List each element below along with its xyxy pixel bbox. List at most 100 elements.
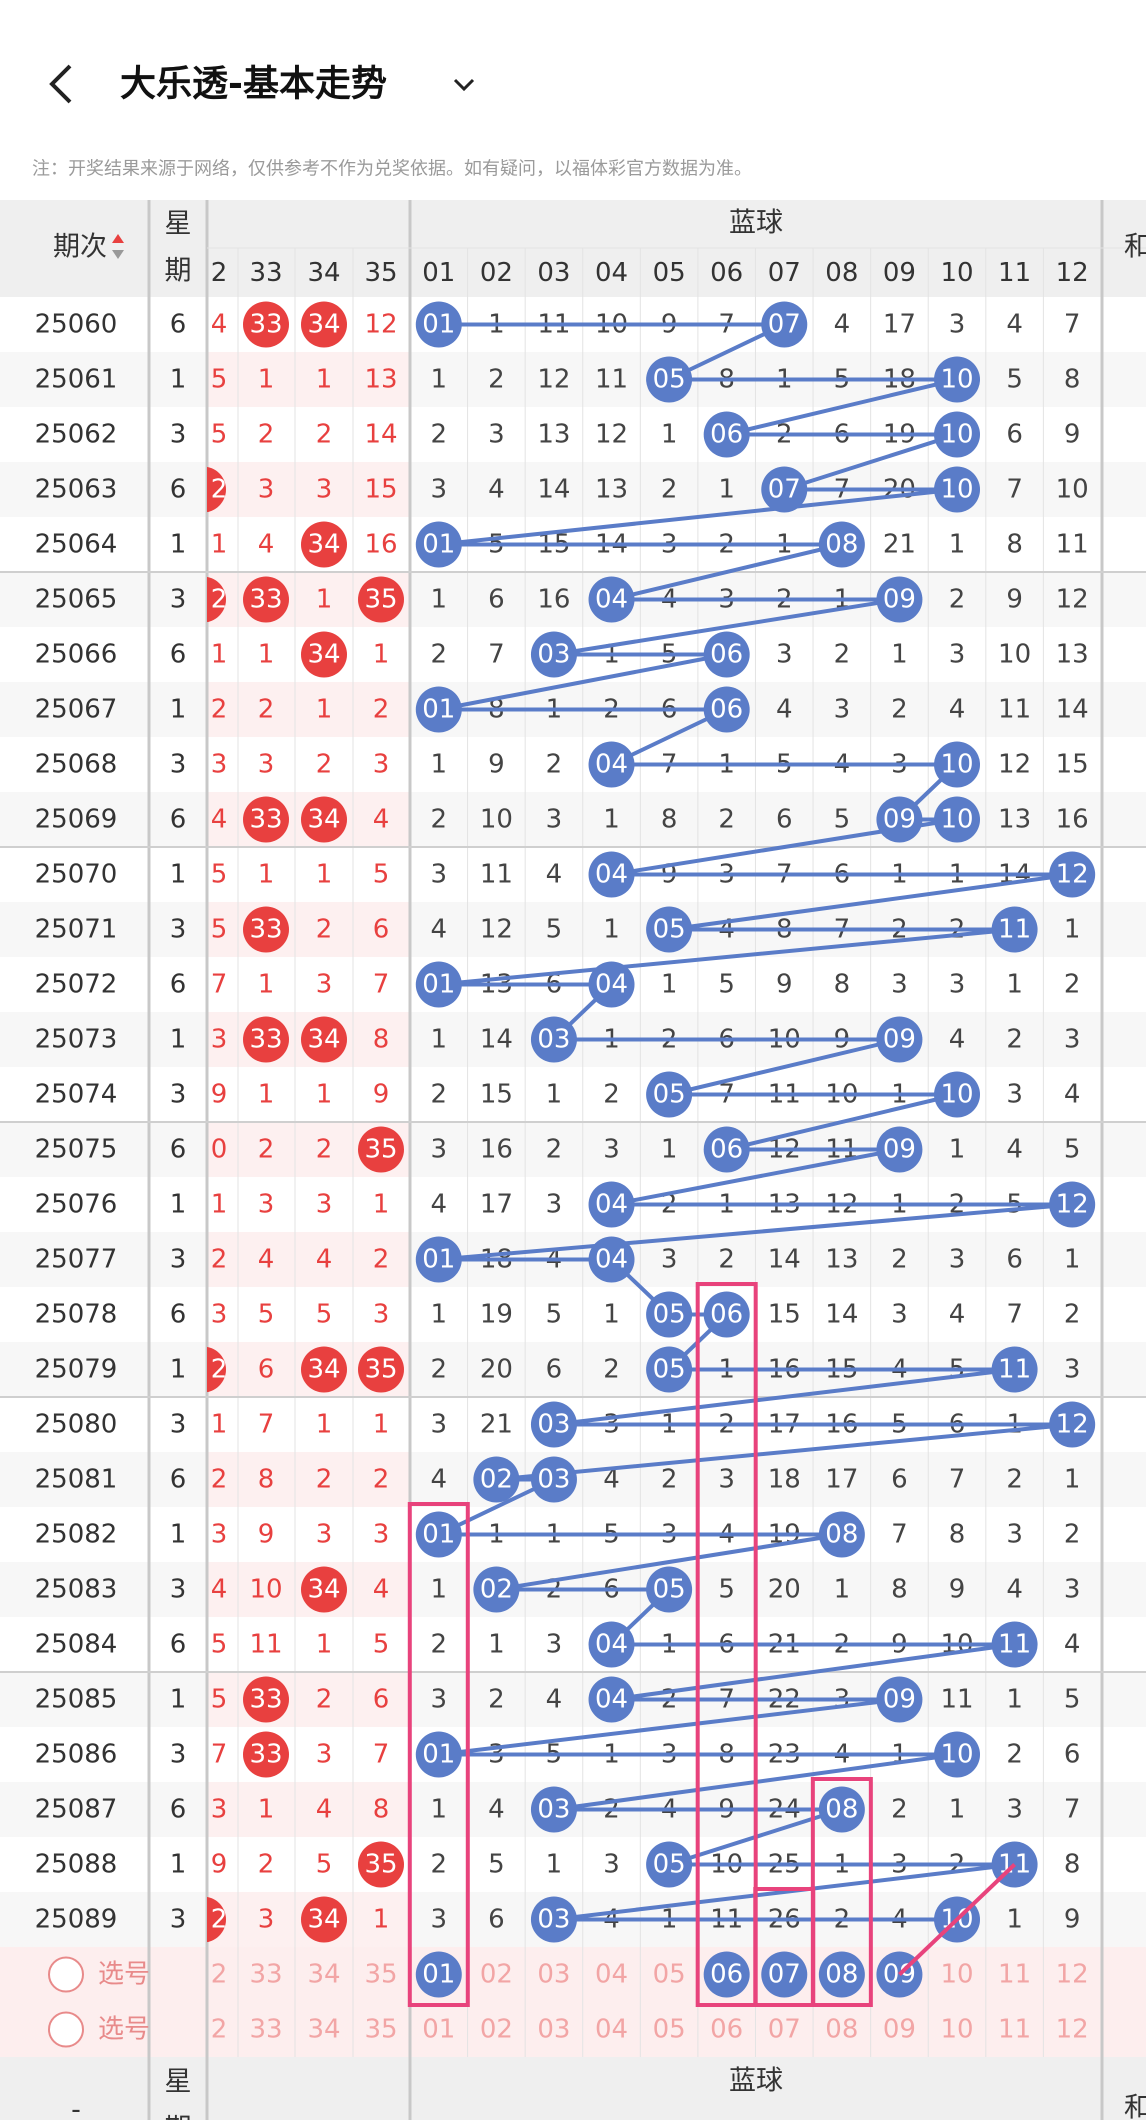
cell-number: 02: [480, 2015, 513, 2045]
cell-number: 2: [1006, 1465, 1023, 1495]
cell-number: 8: [373, 1025, 390, 1055]
weekday: 3: [170, 1575, 187, 1605]
cell-number: 1: [431, 1795, 448, 1825]
cell-number: 6: [488, 585, 505, 615]
row-bg: [0, 1122, 1146, 1177]
select-label[interactable]: 选号: [98, 2015, 150, 2045]
layer-balls: [207, 301, 1096, 1998]
cell-number: 6: [546, 1355, 563, 1385]
blue-column-header: 05: [653, 258, 686, 288]
ball-number: 34: [307, 1575, 340, 1605]
cell-number: 13: [825, 1245, 858, 1275]
blue-ball: [415, 961, 462, 1008]
red-zone-bg: [207, 1232, 410, 1287]
weekday: 3: [170, 1080, 187, 1110]
blue-ball: [588, 576, 635, 623]
cell-number: 2: [211, 2015, 228, 2045]
period: 25062: [35, 420, 118, 450]
select-radio[interactable]: [48, 1956, 84, 1993]
layer-lines: [437, 322, 1073, 1922]
cell-number: 0: [211, 1135, 228, 1165]
cell-number: 1: [431, 1025, 448, 1055]
weekday: 1: [170, 365, 187, 395]
ball-number: 08: [825, 1960, 858, 1990]
ball-number: 01: [422, 695, 455, 725]
cell-number: 2: [431, 1850, 448, 1880]
cell-number: 04: [595, 2015, 628, 2045]
red-column-header: 34: [307, 258, 340, 288]
blue-ball: [818, 521, 865, 568]
cell-number: 21: [883, 530, 916, 560]
cell-number: 4: [776, 695, 793, 725]
cell-number: 03: [537, 1960, 570, 1990]
cell-number: 2: [431, 1630, 448, 1660]
cell-number: 35: [364, 1960, 397, 1990]
cell-number: 3: [891, 1300, 908, 1330]
cell-number: 6: [1006, 420, 1023, 450]
blue-ball: [646, 906, 693, 953]
blue-ball: [934, 1071, 981, 1118]
ball-number: 34: [307, 310, 340, 340]
ball-number: 05: [653, 915, 686, 945]
cell-number: 2: [316, 1135, 333, 1165]
weekday: 1: [170, 1190, 187, 1220]
cell-number: 8: [1064, 1850, 1081, 1880]
cell-number: 2: [488, 1685, 505, 1715]
period: 25061: [35, 365, 118, 395]
back-button[interactable]: [49, 64, 72, 104]
cell-number: 1: [1064, 1465, 1081, 1495]
cell-number: 3: [316, 475, 333, 505]
blue-ball: [415, 301, 462, 348]
cell-number: 5: [1064, 1685, 1081, 1715]
select-radio[interactable]: [48, 2011, 84, 2048]
cell-number: 1: [891, 640, 908, 670]
cell-number: 9: [488, 750, 505, 780]
select-label[interactable]: 选号: [98, 1960, 150, 1990]
blue-ball: [415, 686, 462, 733]
blue-ball: [876, 576, 923, 623]
cell-number: 1: [431, 750, 448, 780]
cell-number: 3: [431, 1135, 448, 1165]
period: 25083: [35, 1575, 118, 1605]
ball-number: 33: [249, 310, 282, 340]
ball-number: 10: [940, 1080, 973, 1110]
ball-number: 2: [211, 1355, 228, 1385]
ball-number: 01: [422, 1520, 455, 1550]
cell-number: 1: [603, 805, 620, 835]
weekday: 6: [170, 1135, 187, 1165]
ball-number: 03: [537, 1465, 570, 1495]
cell-number: 4: [431, 915, 448, 945]
blue-column-header: 07: [768, 258, 801, 288]
period: 25063: [35, 475, 118, 505]
cell-number: 4: [316, 1795, 333, 1825]
cell-number: 1: [316, 365, 333, 395]
dropdown-toggle[interactable]: [453, 78, 475, 92]
cell-number: 2: [546, 750, 563, 780]
pick-link: [898, 1863, 1016, 1976]
weekday: 3: [170, 915, 187, 945]
blue-ball: [876, 1126, 923, 1173]
cell-number: 08: [825, 2015, 858, 2045]
cell-number: 4: [431, 1465, 448, 1495]
ball-number: 04: [595, 1190, 628, 1220]
cell-number: 4: [834, 310, 851, 340]
ball-number: 33: [249, 1740, 282, 1770]
cell-number: 5: [1006, 365, 1023, 395]
sort-arrow-down[interactable]: [112, 250, 124, 259]
cell-number: 1: [211, 1410, 228, 1440]
layer-frames: [407, 1282, 1016, 2007]
weekday: 3: [170, 1740, 187, 1770]
blue-ball: [473, 1566, 520, 1613]
cell-number: 7: [373, 1740, 390, 1770]
cell-number: 3: [1064, 1355, 1081, 1385]
sort-arrow-up[interactable]: [112, 234, 124, 243]
layer-bg: [0, 200, 1146, 2120]
blue-ball: [473, 1456, 520, 1503]
weekday: 6: [170, 640, 187, 670]
cell-number: 09: [883, 2015, 916, 2045]
cell-number: 20: [480, 1355, 513, 1385]
cell-number: 5: [373, 860, 390, 890]
weekday: 6: [170, 1630, 187, 1660]
blue-ball: [646, 1841, 693, 1888]
